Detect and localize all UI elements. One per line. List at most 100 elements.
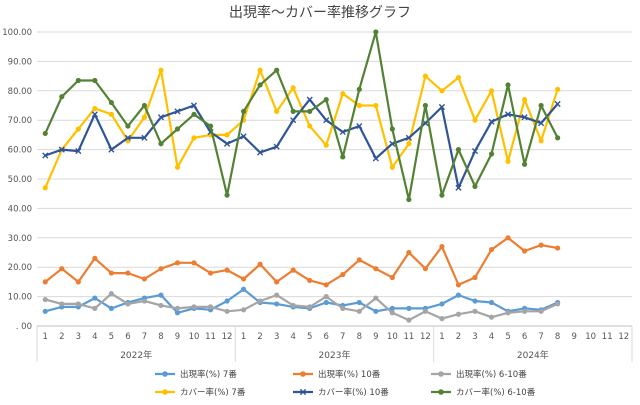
x-tick-label: 2 xyxy=(59,332,64,342)
data-point xyxy=(356,299,362,306)
data-point xyxy=(207,123,214,129)
data-point xyxy=(372,155,379,162)
data-point xyxy=(224,308,230,314)
legend-item: 出現率(%) 7番 xyxy=(155,369,237,380)
legend-label: 出現率(%) 7番 xyxy=(180,369,237,380)
x-tick-label: 11 xyxy=(602,332,613,342)
data-point xyxy=(323,142,329,148)
data-point xyxy=(224,298,230,304)
y-tick-label: 10.00 xyxy=(8,293,32,303)
data-point xyxy=(108,111,114,117)
data-point xyxy=(422,266,429,272)
data-point xyxy=(439,316,445,322)
data-point xyxy=(274,301,280,307)
data-point xyxy=(488,118,495,125)
data-point xyxy=(108,291,114,297)
data-point xyxy=(290,267,296,273)
data-point xyxy=(42,152,49,159)
x-tick-label: 1 xyxy=(43,332,48,342)
data-point xyxy=(538,102,544,109)
legend-marker xyxy=(162,389,168,395)
data-point xyxy=(257,298,263,304)
series-5 xyxy=(42,96,561,191)
legend-marker xyxy=(300,371,306,377)
data-point xyxy=(521,114,528,121)
legend-label: 出現率(%) 6-10番 xyxy=(456,369,527,380)
data-point xyxy=(42,279,48,285)
data-point xyxy=(340,91,346,97)
legend-item: カバー率(%) 10番 xyxy=(293,387,389,398)
data-point xyxy=(307,108,313,114)
data-point xyxy=(439,301,445,307)
y-tick-label: 80.00 xyxy=(8,87,32,97)
data-point xyxy=(340,271,346,278)
x-tick-label: 8 xyxy=(555,332,560,342)
data-point xyxy=(174,305,181,311)
data-point xyxy=(274,292,280,298)
data-point xyxy=(438,103,446,111)
y-tick-label: 50.00 xyxy=(8,175,32,185)
data-point xyxy=(59,301,65,307)
data-point xyxy=(472,298,478,304)
data-point xyxy=(158,67,164,73)
data-point xyxy=(455,282,462,288)
data-point xyxy=(108,99,114,106)
x-tick-label: 7 xyxy=(538,332,543,342)
data-point xyxy=(290,302,296,309)
data-point xyxy=(174,260,181,266)
data-point xyxy=(472,117,478,123)
data-point xyxy=(290,85,296,91)
data-point xyxy=(373,266,379,272)
data-point xyxy=(240,108,247,114)
x-tick-label: 10 xyxy=(189,332,200,342)
data-point xyxy=(389,274,395,281)
data-point xyxy=(488,246,495,253)
data-point xyxy=(538,120,545,127)
data-point xyxy=(389,305,395,311)
data-point xyxy=(174,126,181,132)
data-point xyxy=(75,279,81,285)
data-point xyxy=(356,122,363,130)
data-point xyxy=(323,294,329,300)
data-point xyxy=(521,248,528,254)
data-point xyxy=(158,292,164,298)
data-point xyxy=(158,266,164,272)
series-layer xyxy=(42,29,561,323)
data-point xyxy=(191,135,197,141)
data-point xyxy=(92,295,98,301)
data-point xyxy=(125,123,131,129)
x-tick-label: 10 xyxy=(585,332,596,342)
data-point xyxy=(406,249,412,256)
data-point xyxy=(455,184,462,191)
data-point xyxy=(141,276,148,282)
data-point xyxy=(373,102,379,109)
x-tick-label: 1 xyxy=(439,332,444,342)
x-tick-label: 4 xyxy=(290,332,295,342)
gridlines xyxy=(37,31,632,327)
legend-item: カバー率(%) 6-10番 xyxy=(431,387,536,398)
data-point xyxy=(274,67,280,73)
data-point xyxy=(521,97,528,103)
legend-label: 出現率(%) 10番 xyxy=(318,369,381,380)
data-point xyxy=(373,308,379,314)
x-tick-label: 12 xyxy=(618,332,629,342)
data-point xyxy=(505,310,511,316)
data-point xyxy=(75,77,81,84)
data-point xyxy=(488,88,495,94)
x-tick-label: 9 xyxy=(571,332,576,342)
series-3 xyxy=(42,291,561,323)
x-tick-label: 7 xyxy=(340,332,345,342)
data-point xyxy=(538,138,544,144)
data-point xyxy=(141,114,148,120)
data-point xyxy=(190,102,198,109)
data-point xyxy=(389,164,395,170)
series-1 xyxy=(42,286,561,316)
data-point xyxy=(224,267,230,273)
data-point xyxy=(42,296,48,303)
data-point xyxy=(75,126,81,132)
x-tick-label: 6 xyxy=(324,332,329,342)
data-point xyxy=(504,111,512,118)
data-point xyxy=(174,164,181,170)
